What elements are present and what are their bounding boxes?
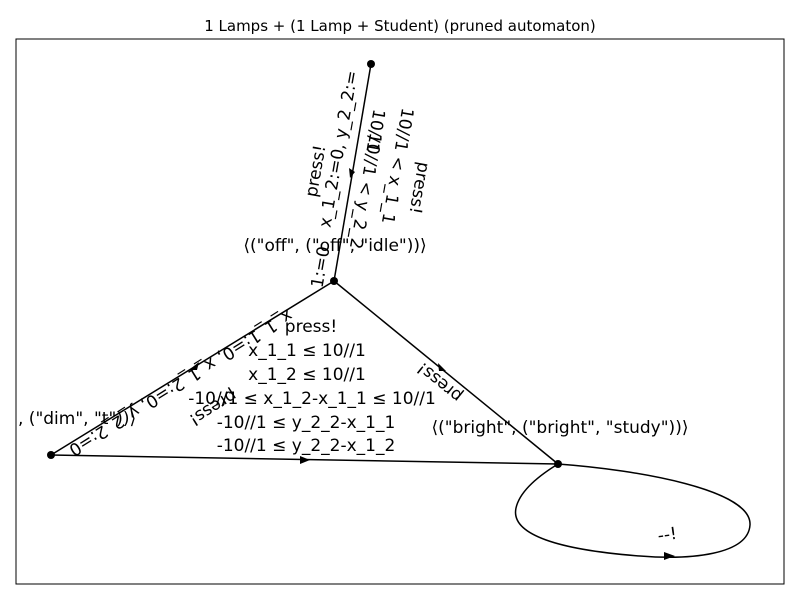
arrowhead (189, 362, 199, 370)
guard-line-3: -10//1 ≤ x_1_2-x_1_1 ≤ 10//1 (188, 389, 436, 409)
plot-frame (15, 38, 785, 585)
diagram-title: 1 Lamps + (1 Lamp + Student) (pruned aut… (204, 17, 596, 35)
guard-line-2: x_1_2 ≤ 10//1 (248, 365, 366, 385)
node-dim (47, 451, 55, 459)
guard-line-5: -10//1 ≤ y_2_2-x_1_2 (217, 436, 396, 456)
arrowhead (438, 363, 446, 371)
state-label-bright: ⟨("bright", ("bright", "study"))⟩ (432, 418, 689, 438)
arrowhead (664, 552, 675, 560)
node-initial (367, 60, 375, 68)
state-label-off: ⟨("off", ("off", "idle"))⟩ (243, 236, 426, 256)
guard-line-1: x_1_1 ≤ 10//1 (248, 341, 366, 361)
edge-label-self-loop: --! (656, 524, 678, 546)
arrowhead (349, 168, 355, 178)
guard-line-4: -10//1 ≤ y_2_2-x_1_1 (217, 413, 396, 433)
edge-bright-self-loop (514, 463, 751, 558)
node-off (330, 277, 338, 285)
edge-label-top-guard-4: press! (405, 160, 434, 215)
guard-press: press! (285, 317, 337, 337)
edge-label-top-guard-2: 10//1 < y_2_2 (345, 131, 385, 250)
arrowhead (300, 456, 310, 464)
node-bright (554, 460, 562, 468)
edge-off-to-bright (333, 280, 559, 465)
state-label-dim: , ("dim", "t"))⟩ (18, 409, 136, 429)
